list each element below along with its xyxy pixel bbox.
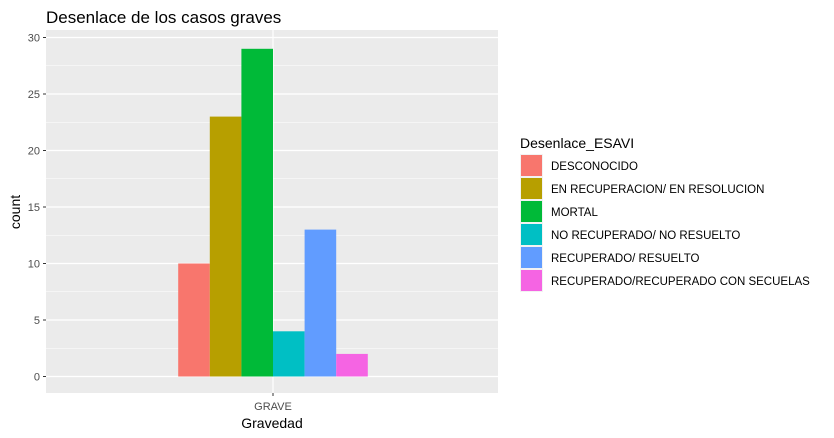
bar-en-recuperacion-en-resolucion xyxy=(209,116,242,377)
bar-no-recuperado-no-resuelto xyxy=(273,331,305,377)
legend-label: RECUPERADO/RECUPERADO CON SECUELAS xyxy=(551,276,810,288)
x-tick-label: GRAVE xyxy=(254,401,292,413)
legend-key xyxy=(521,224,542,245)
y-tick-label: 0 xyxy=(34,372,40,384)
y-tick-label: 5 xyxy=(34,315,40,327)
legend-title: Desenlace_ESAVI xyxy=(520,135,634,151)
bar-recuperado-recuperado-con-secuelas xyxy=(336,353,368,377)
y-tick-label: 10 xyxy=(28,259,40,271)
legend-key xyxy=(521,155,542,176)
legend-key xyxy=(521,247,542,268)
legend-key xyxy=(521,270,542,291)
bar-mortal xyxy=(241,48,273,377)
legend-label: NO RECUPERADO/ NO RESUELTO xyxy=(551,230,740,242)
legend-label: RECUPERADO/ RESUELTO xyxy=(551,253,700,265)
bar-desconocido xyxy=(178,263,210,377)
legend-label: MORTAL xyxy=(551,207,598,219)
legend-key xyxy=(521,201,542,222)
bars xyxy=(178,48,368,377)
legend: Desenlace_ESAVI DESCONOCIDO EN RECUPERACI… xyxy=(520,135,810,292)
chart-title: Desenlace de los casos graves xyxy=(46,8,281,27)
legend-label: DESCONOCIDO xyxy=(551,161,638,173)
bar-recuperado-resuelto xyxy=(304,229,337,377)
legend-key xyxy=(521,178,542,199)
y-tick-label: 30 xyxy=(28,33,40,45)
x-axis: GRAVE xyxy=(254,393,292,413)
y-axis-title: count xyxy=(7,195,23,229)
y-axis: 0 5 10 15 20 25 30 xyxy=(28,33,46,384)
y-tick-label: 25 xyxy=(28,89,40,101)
y-tick-label: 20 xyxy=(28,146,40,158)
x-axis-title: Gravedad xyxy=(241,415,302,431)
y-tick-label: 15 xyxy=(28,202,40,214)
legend-label: EN RECUPERACION/ EN RESOLUCION xyxy=(551,184,764,196)
